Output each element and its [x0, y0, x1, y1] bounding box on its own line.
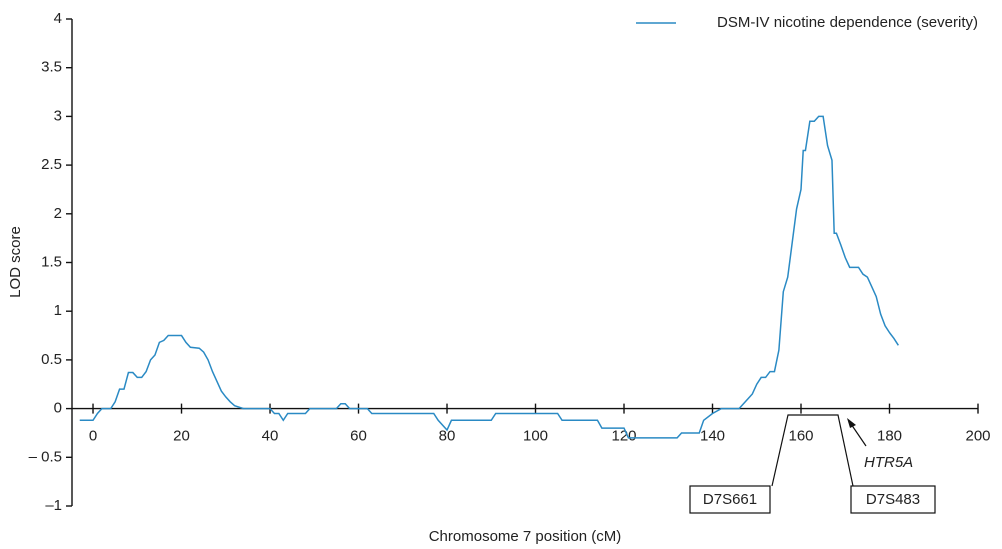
y-tick-label: –1	[45, 497, 62, 514]
x-tick-label: 100	[523, 428, 548, 445]
line	[79, 115, 899, 439]
y-tick-label: 1.5	[41, 253, 62, 270]
y-axis-label: LOD score	[7, 226, 24, 298]
x-tick-label: 80	[439, 428, 456, 445]
annotation: D7S483	[866, 491, 920, 508]
x-tick-label: 160	[788, 428, 813, 445]
x-tick-label: 140	[700, 428, 725, 445]
x-tick-label: 200	[965, 428, 990, 445]
y-tick-label: 3	[54, 107, 62, 124]
y-tick-label: 0	[54, 400, 62, 417]
x-tick-label: 0	[89, 428, 97, 445]
x-tick-label: 180	[877, 428, 902, 445]
legend-label: DSM-IV nicotine dependence (severity)	[717, 14, 978, 31]
y-tick-label: 1	[54, 302, 62, 319]
y-tick-label: 3.5	[41, 59, 62, 76]
y-tick-label: 2.5	[41, 156, 62, 173]
x-tick-label: 60	[350, 428, 367, 445]
annotation: HTR5A	[864, 454, 913, 471]
y-tick-label: 0.5	[41, 351, 62, 368]
y-tick-label: 4	[54, 10, 62, 27]
y-tick-label: – 0.5	[29, 448, 62, 465]
x-tick-label: 40	[262, 428, 279, 445]
annotation: D7S661	[703, 491, 757, 508]
marker-box	[850, 485, 936, 514]
marker-box	[689, 485, 771, 514]
x-tick-label: 120	[611, 428, 636, 445]
marker-bracket	[771, 414, 854, 487]
x-tick-label: 20	[173, 428, 190, 445]
y-tick-label: 2	[54, 205, 62, 222]
x-axis-label: Chromosome 7 position (cM)	[429, 528, 622, 545]
arrow-head	[847, 418, 856, 428]
